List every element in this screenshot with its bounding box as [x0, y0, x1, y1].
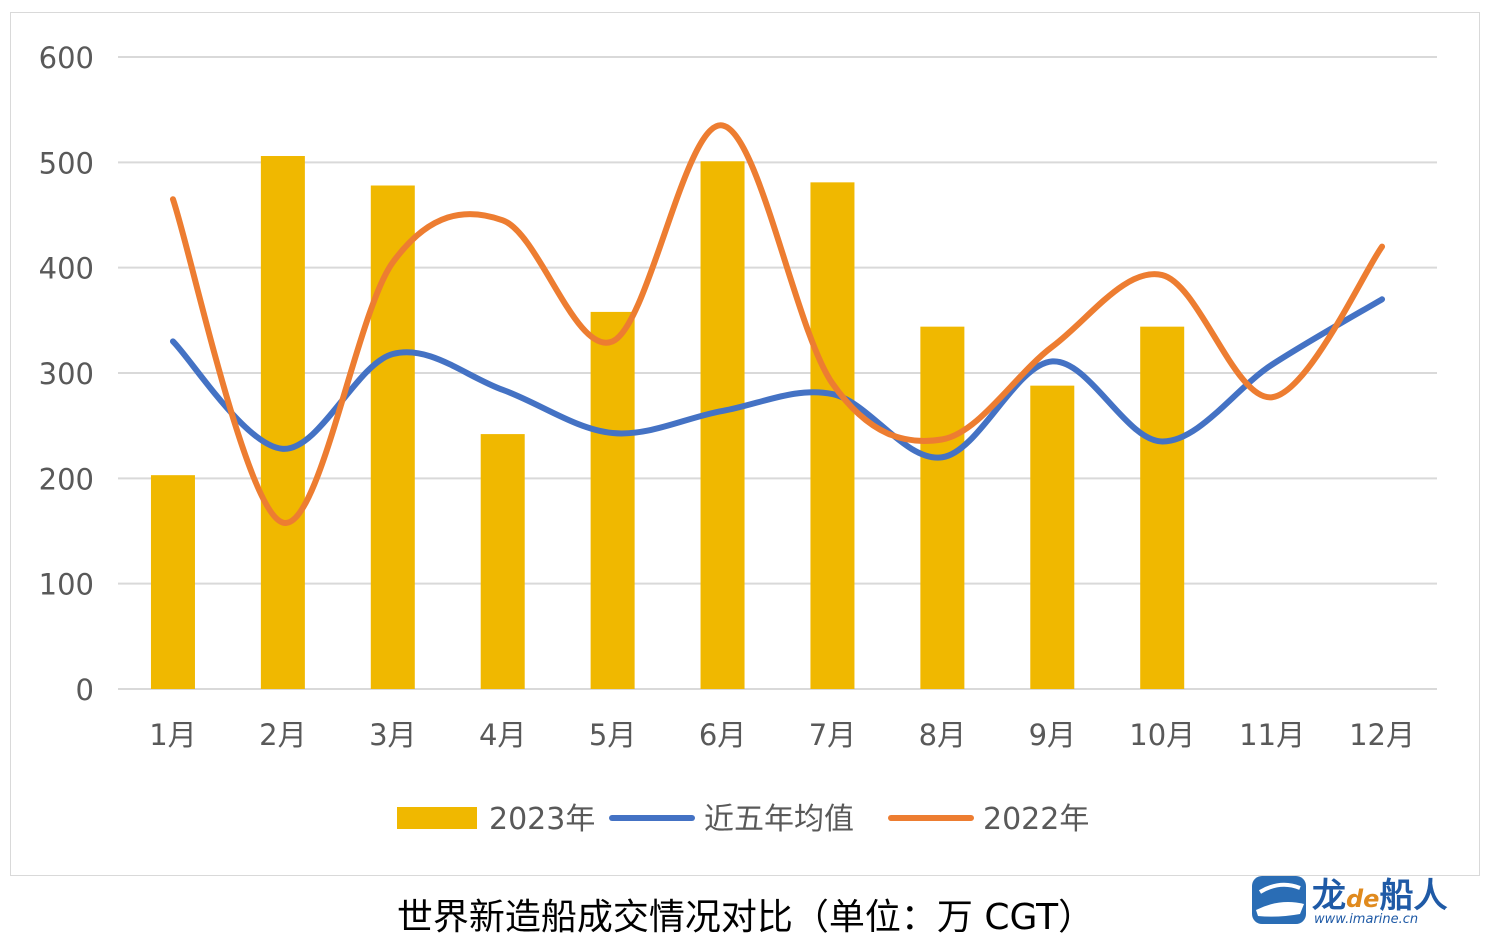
y-tick-label: 500	[39, 146, 94, 180]
legend: 2023年 近五年均值 2022年	[397, 802, 1089, 837]
y-tick-label: 400	[39, 252, 94, 286]
x-tick-label: 9月	[1029, 718, 1076, 752]
bar	[920, 326, 965, 689]
bar	[1030, 385, 1075, 689]
bar	[370, 185, 415, 690]
x-tick-label: 11月	[1239, 718, 1305, 752]
x-axis-ticks: 1月 2月 3月 4月 5月 6月 7月 8月 9月 10月 11月 12月	[149, 718, 1415, 752]
x-tick-label: 4月	[479, 718, 526, 752]
logo-text: 龙de船人	[1312, 876, 1448, 916]
x-tick-label: 2月	[259, 718, 306, 752]
y-tick-label: 100	[39, 568, 94, 602]
chart-caption: 世界新造船成交情况对比（单位：万 CGT）	[396, 897, 1095, 938]
x-tick-label: 3月	[369, 718, 416, 752]
bar	[480, 434, 525, 689]
bar	[260, 156, 305, 690]
legend-label: 近五年均值	[704, 802, 854, 837]
x-tick-label: 5月	[589, 718, 636, 752]
logo-url: www.imarine.cn	[1314, 912, 1419, 927]
x-tick-label: 1月	[149, 718, 196, 752]
line-series	[169, 122, 1386, 526]
bar-series	[150, 156, 1185, 690]
bar	[150, 475, 195, 689]
ship-logo-icon	[1252, 876, 1306, 924]
bar	[700, 161, 745, 689]
x-tick-label: 6月	[699, 718, 746, 752]
chart: 0 100 200 300 400 500 600 1月 2月 3月 4月 5月 6月 7月 8月 9月 10…	[39, 41, 1437, 837]
series-line	[169, 296, 1386, 461]
y-tick-label: 600	[39, 41, 94, 75]
y-tick-label: 0	[76, 673, 94, 707]
legend-label: 2023年	[489, 802, 595, 837]
legend-label: 2022年	[983, 802, 1089, 837]
chart-frame	[10, 12, 1480, 876]
series-line	[169, 122, 1386, 526]
y-tick-label: 300	[39, 357, 94, 391]
y-tick-label: 200	[39, 462, 94, 496]
bar	[1140, 326, 1185, 689]
logo: 龙de船人 www.imarine.cn	[1250, 868, 1470, 932]
legend-swatch	[397, 807, 477, 829]
bar	[810, 182, 855, 689]
x-tick-label: 7月	[809, 718, 856, 752]
bar	[590, 311, 635, 689]
y-axis-ticks: 0 100 200 300 400 500 600	[39, 41, 94, 707]
gridlines	[118, 56, 1437, 690]
x-tick-label: 12月	[1349, 718, 1415, 752]
x-tick-label: 10月	[1129, 718, 1195, 752]
x-tick-label: 8月	[919, 718, 966, 752]
